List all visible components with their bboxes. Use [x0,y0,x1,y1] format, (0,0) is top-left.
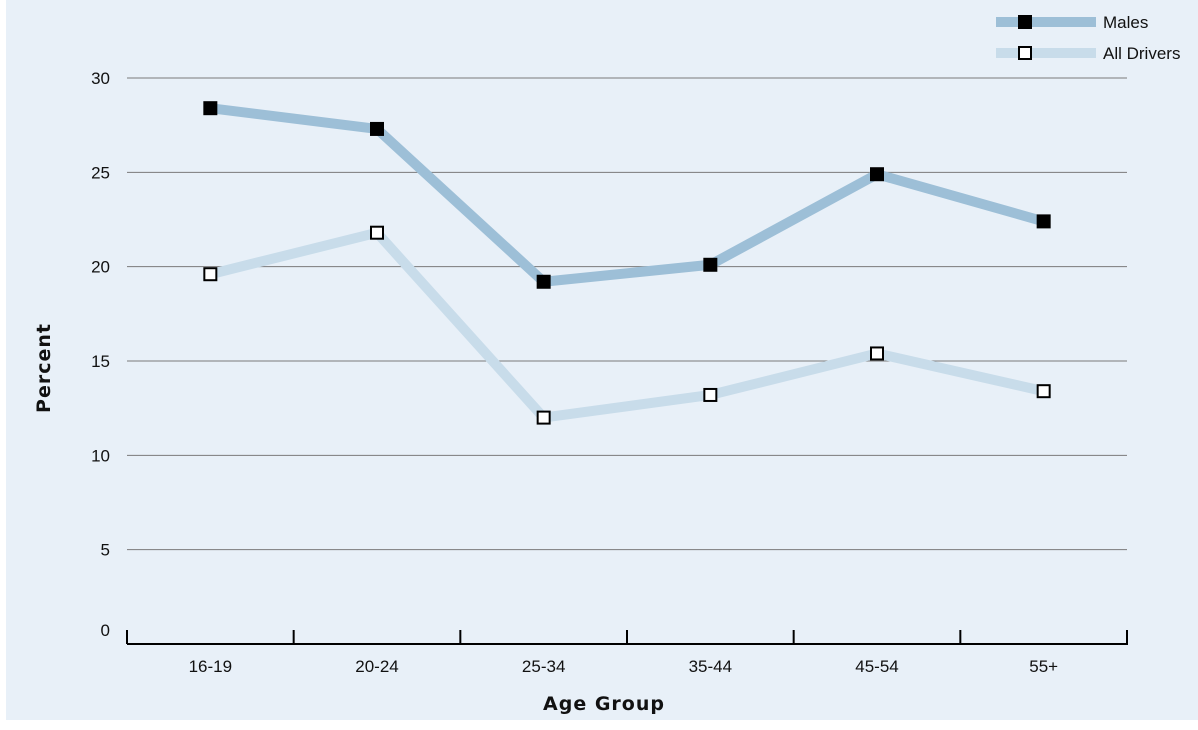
y-tick-label-30: 30 [91,69,110,88]
gridlines [127,77,1127,551]
x-tick-label-35-44: 35-44 [689,657,732,676]
series-lines [209,103,1046,423]
x-tick-labels: 16-19 20-24 25-34 35-44 45-54 55+ [189,657,1059,676]
y-axis-title: Percent [33,323,55,413]
x-tick-label-45-54: 45-54 [855,657,898,676]
series-markers [203,101,1051,425]
marker-all-drivers-20-24 [370,225,384,240]
marker-all-drivers-16-19 [203,267,218,282]
chart-panel: 0 5 10 15 20 25 30 16-19 20-24 25-34 35-44 45-54 55… [6,0,1198,720]
legend-label-males: Males [1103,13,1148,32]
marker-all-drivers-35-44 [703,387,718,402]
legend-swatch-all-drivers [996,48,1096,58]
x-tick-label-25-34: 25-34 [522,657,565,676]
legend-marker-all-drivers [1018,46,1032,60]
series-line-all-drivers [209,227,1045,423]
y-tick-labels: 0 5 10 15 20 25 30 [91,69,110,640]
marker-males-20-24 [370,121,384,136]
marker-males-25-34 [536,274,551,289]
marker-all-drivers-55+ [1036,384,1051,399]
x-tick-label-55+: 55+ [1029,657,1058,676]
marker-all-drivers-45-54 [870,346,884,361]
legend-marker-males [1018,15,1032,29]
legend: Males All Drivers [996,13,1180,63]
series-line-males [209,103,1046,287]
x-axis-title: Age Group [543,693,665,715]
legend-label-all-drivers: All Drivers [1103,44,1180,63]
marker-all-drivers-25-34 [536,410,551,425]
y-tick-label-25: 25 [91,163,110,182]
y-tick-label-10: 10 [91,446,110,465]
marker-males-16-19 [203,101,218,116]
marker-males-45-54 [870,167,884,182]
x-tick-label-20-24: 20-24 [355,657,398,676]
legend-swatch-males [996,17,1096,27]
marker-males-35-44 [703,257,718,272]
y-tick-label-15: 15 [91,352,110,371]
x-axis [126,630,1128,645]
marker-males-55+ [1036,214,1051,229]
line-chart: 0 5 10 15 20 25 30 16-19 20-24 25-34 35-44 45-54 55… [33,13,1180,715]
y-tick-label-5: 5 [101,541,110,560]
x-tick-label-16-19: 16-19 [189,657,232,676]
y-tick-label-0: 0 [101,621,110,640]
y-tick-label-20: 20 [91,258,110,277]
